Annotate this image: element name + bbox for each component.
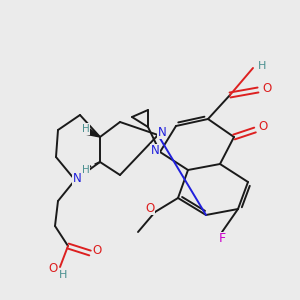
Polygon shape — [85, 128, 100, 137]
Text: N: N — [151, 145, 159, 158]
Text: N: N — [73, 172, 81, 185]
Text: H: H — [59, 270, 67, 280]
Text: O: O — [262, 82, 272, 95]
Text: F: F — [218, 232, 226, 245]
Text: O: O — [258, 121, 268, 134]
Text: H: H — [258, 61, 266, 71]
Text: O: O — [92, 244, 102, 257]
Text: O: O — [48, 262, 58, 275]
Text: H: H — [82, 124, 90, 134]
Text: H: H — [82, 165, 90, 175]
Text: N: N — [158, 125, 166, 139]
Text: O: O — [146, 202, 154, 214]
